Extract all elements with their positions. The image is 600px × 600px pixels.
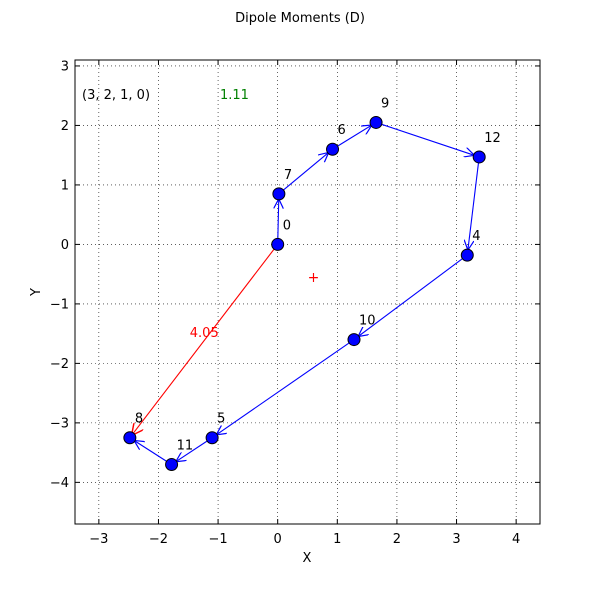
data-point — [271, 237, 285, 251]
path-arrow — [135, 441, 172, 465]
path-arrow — [217, 339, 355, 435]
data-point — [460, 248, 474, 262]
x-tick-label: −3 — [89, 532, 108, 547]
value-annotation: 1.11 — [220, 88, 249, 103]
point-label: 4 — [472, 229, 480, 244]
point-labels: 4.05 +0 7 6 9 12 4 10 5 11 8 — [135, 96, 501, 453]
grid-lines — [75, 60, 540, 524]
data-point — [272, 187, 286, 201]
center-marker: + — [308, 270, 320, 286]
y-tick-label: 3 — [61, 59, 69, 74]
x-tick-label: −2 — [149, 532, 168, 547]
path-arrow — [375, 121, 473, 155]
point-label: 6 — [338, 123, 346, 138]
y-tick-label: −4 — [50, 476, 69, 491]
point-label: 0 — [283, 218, 291, 233]
point-label: 10 — [359, 314, 376, 329]
point-label: 12 — [484, 131, 501, 146]
path-arrow — [468, 156, 480, 249]
x-tick-label: 1 — [333, 532, 341, 547]
point-label: 5 — [217, 412, 225, 427]
y-tick-label: 2 — [61, 119, 69, 134]
data-point — [326, 142, 340, 156]
path-arrow — [332, 126, 371, 150]
point-label: 9 — [381, 96, 389, 111]
y-tick-label: 0 — [61, 238, 69, 253]
path-arrow — [177, 437, 213, 461]
y-tick-label: −2 — [50, 357, 69, 372]
data-point — [472, 150, 486, 164]
tuple-annotation: (3, 2, 1, 0) — [82, 88, 150, 103]
data-point — [123, 431, 137, 445]
path-arrow — [278, 200, 279, 245]
path-arrow — [278, 153, 328, 195]
x-tick-label: −1 — [208, 532, 227, 547]
point-label: 7 — [284, 168, 292, 183]
x-tick-label: 2 — [393, 532, 401, 547]
plot-marks — [123, 115, 486, 472]
y-tick-label: −3 — [50, 416, 69, 431]
data-point — [369, 115, 383, 129]
point-label: 11 — [177, 439, 194, 454]
y-axis-label: Y — [29, 288, 44, 297]
x-tick-label: 4 — [512, 532, 520, 547]
data-point — [347, 333, 361, 347]
x-tick-label: 0 — [274, 532, 282, 547]
y-tick-label: 1 — [61, 178, 69, 193]
resultant-arrow — [132, 244, 279, 434]
data-point — [205, 431, 219, 445]
x-tick-label: 3 — [452, 532, 460, 547]
chart-title: Dipole Moments (D) — [235, 11, 365, 26]
resultant-magnitude-label: 4.05 — [190, 326, 219, 341]
plot-frame — [74, 59, 541, 525]
data-point — [165, 458, 179, 472]
x-axis-label: X — [303, 551, 312, 566]
path-arrow — [359, 254, 468, 336]
point-label: 8 — [135, 412, 143, 427]
y-tick-label: −1 — [50, 297, 69, 312]
